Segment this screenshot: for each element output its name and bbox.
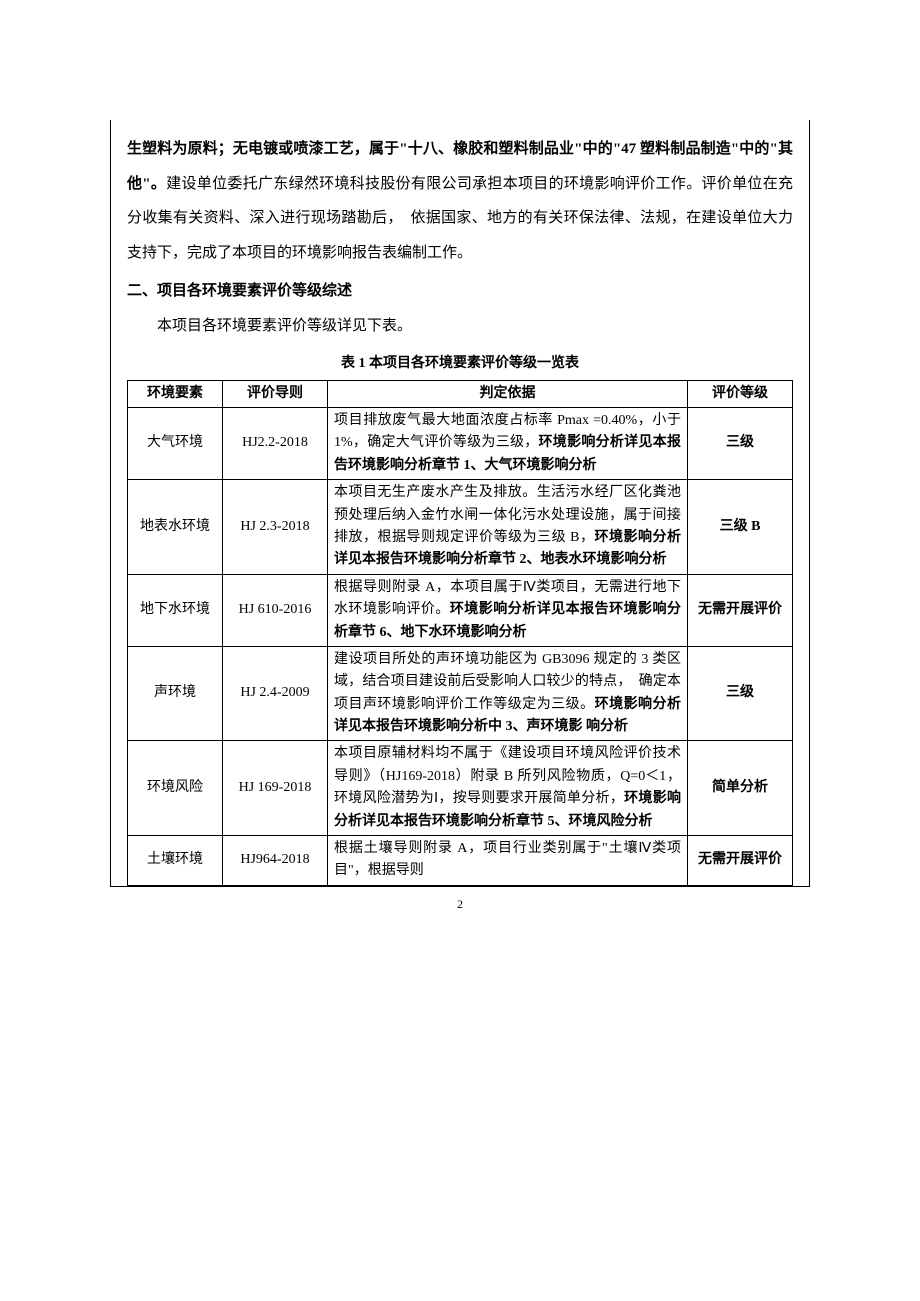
cell-level: 三级 xyxy=(688,646,793,741)
cell-level: 三级 B xyxy=(688,480,793,575)
cell-level: 三级 xyxy=(688,407,793,479)
table-row: 大气环境HJ2.2-2018项目排放废气最大地面浓度占标率 Pmax =0.40… xyxy=(128,407,793,479)
th-basis: 判定依据 xyxy=(328,380,688,407)
page-content-frame: 生塑料为原料；无电镀或喷漆工艺，属于"十八、橡胶和塑料制品业"中的"47 塑料制… xyxy=(110,120,810,887)
intro-rest: 建设单位委托广东绿然环境科技股份有限公司承担本项目的环境影响评价工作。评价单位在… xyxy=(127,176,793,261)
table-row: 地表水环境HJ 2.3-2018本项目无生产废水产生及排放。生活污水经厂区化粪池… xyxy=(128,480,793,575)
th-level: 评价等级 xyxy=(688,380,793,407)
table-header-row: 环境要素 评价导则 判定依据 评价等级 xyxy=(128,380,793,407)
cell-guide: HJ 169-2018 xyxy=(223,741,328,836)
cell-factor: 地表水环境 xyxy=(128,480,223,575)
cell-factor: 地下水环境 xyxy=(128,574,223,646)
section-2-intro: 本项目各环境要素评价等级详见下表。 xyxy=(127,309,793,344)
cell-factor: 环境风险 xyxy=(128,741,223,836)
cell-basis: 本项目无生产废水产生及排放。生活污水经厂区化粪池预处理后纳入金竹水闸一体化污水处… xyxy=(328,480,688,575)
page-number: 2 xyxy=(110,893,810,916)
evaluation-level-table: 环境要素 评价导则 判定依据 评价等级 大气环境HJ2.2-2018项目排放废气… xyxy=(127,380,793,886)
cell-level: 简单分析 xyxy=(688,741,793,836)
cell-guide: HJ 610-2016 xyxy=(223,574,328,646)
intro-paragraph: 生塑料为原料；无电镀或喷漆工艺，属于"十八、橡胶和塑料制品业"中的"47 塑料制… xyxy=(127,132,793,270)
th-factor: 环境要素 xyxy=(128,380,223,407)
cell-guide: HJ 2.4-2009 xyxy=(223,646,328,741)
cell-guide: HJ 2.3-2018 xyxy=(223,480,328,575)
table-1-caption: 表 1 本项目各环境要素评价等级一览表 xyxy=(127,351,793,378)
cell-basis: 根据土壤导则附录 A，项目行业类别属于"土壤Ⅳ类项目"，根据导则 xyxy=(328,836,688,886)
table-body: 大气环境HJ2.2-2018项目排放废气最大地面浓度占标率 Pmax =0.40… xyxy=(128,407,793,885)
cell-guide: HJ964-2018 xyxy=(223,836,328,886)
table-row: 声环境HJ 2.4-2009建设项目所处的声环境功能区为 GB3096 规定的 … xyxy=(128,646,793,741)
cell-basis: 建设项目所处的声环境功能区为 GB3096 规定的 3 类区域，结合项目建设前后… xyxy=(328,646,688,741)
basis-plain: 根据土壤导则附录 A，项目行业类别属于"土壤Ⅳ类项目"，根据导则 xyxy=(334,841,681,878)
cell-basis: 项目排放废气最大地面浓度占标率 Pmax =0.40%，小于 1%，确定大气评价… xyxy=(328,407,688,479)
table-row: 地下水环境HJ 610-2016根据导则附录 A，本项目属于Ⅳ类项目，无需进行地… xyxy=(128,574,793,646)
cell-factor: 声环境 xyxy=(128,646,223,741)
th-guide: 评价导则 xyxy=(223,380,328,407)
cell-factor: 土壤环境 xyxy=(128,836,223,886)
cell-factor: 大气环境 xyxy=(128,407,223,479)
cell-level: 无需开展评价 xyxy=(688,836,793,886)
table-row: 环境风险HJ 169-2018本项目原辅材料均不属于《建设项目环境风险评价技术导… xyxy=(128,741,793,836)
section-2-title: 二、项目各环境要素评价等级综述 xyxy=(127,274,793,309)
cell-guide: HJ2.2-2018 xyxy=(223,407,328,479)
table-row: 土壤环境HJ964-2018根据土壤导则附录 A，项目行业类别属于"土壤Ⅳ类项目… xyxy=(128,836,793,886)
cell-basis: 本项目原辅材料均不属于《建设项目环境风险评价技术导则》（HJ169-2018）附… xyxy=(328,741,688,836)
cell-level: 无需开展评价 xyxy=(688,574,793,646)
cell-basis: 根据导则附录 A，本项目属于Ⅳ类项目，无需进行地下水环境影响评价。环境影响分析详… xyxy=(328,574,688,646)
